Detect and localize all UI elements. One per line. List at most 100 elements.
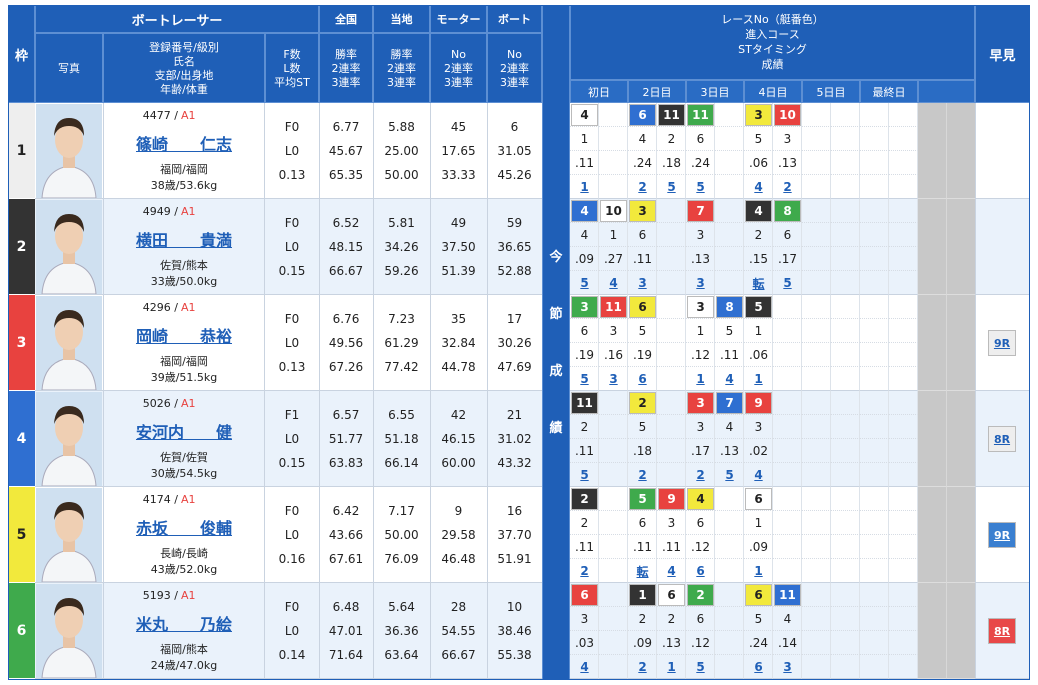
header-cell (570, 5, 975, 80)
rank[interactable]: 1 (696, 372, 705, 386)
quick-button[interactable]: 8R (988, 426, 1016, 452)
course: 1 (696, 324, 705, 338)
quick-button[interactable]: 8R (988, 618, 1016, 644)
grid-cell (715, 271, 744, 295)
day-cell (802, 80, 860, 103)
grid-cell (715, 511, 744, 535)
rank[interactable]: 5 (696, 660, 705, 674)
header-cell (430, 33, 487, 103)
racer-branch: 佐賀/佐賀 (160, 451, 208, 464)
frame-cell: 4 (8, 391, 35, 487)
rank[interactable]: 1 (754, 372, 763, 386)
grid-cell (744, 367, 773, 391)
rank[interactable]: 2 (580, 564, 589, 578)
rank[interactable]: 転 (636, 564, 649, 579)
grid-cell (831, 199, 860, 223)
header-text: 2連率 (387, 62, 416, 75)
st: .02 (748, 444, 769, 458)
rank[interactable]: 3 (638, 276, 647, 290)
current-text: 績 (549, 420, 563, 436)
rank[interactable]: 5 (580, 276, 589, 290)
rank[interactable]: 1 (667, 660, 676, 674)
rank[interactable]: 2 (638, 468, 647, 482)
rank[interactable]: 4 (754, 468, 763, 482)
grid-cell (773, 511, 802, 535)
rank[interactable]: 5 (580, 468, 589, 482)
fl-value: 0.15 (278, 264, 306, 278)
stat-value: 66.67 (441, 648, 476, 662)
rank[interactable]: 2 (638, 660, 647, 674)
fl-value: 0.16 (278, 552, 306, 566)
race-no: 5 (745, 296, 772, 318)
rank[interactable]: 3 (783, 660, 792, 674)
grid-cell (570, 151, 599, 175)
grid-cell (889, 199, 918, 223)
stat-value: 51.91 (497, 552, 532, 566)
grid-cell (657, 631, 686, 655)
header-text: 当地 (390, 13, 413, 26)
rank[interactable]: 4 (580, 660, 589, 674)
rank[interactable]: 5 (580, 372, 589, 386)
grid-cell (744, 607, 773, 631)
rank[interactable]: 転 (752, 276, 765, 291)
stat-value: 10 (506, 600, 523, 614)
racer-name[interactable]: 赤坂 俊輔 (135, 519, 232, 538)
rank[interactable]: 6 (638, 372, 647, 386)
course: 3 (754, 420, 763, 434)
racer-name[interactable]: 篠崎 仁志 (135, 135, 232, 154)
rank[interactable]: 4 (667, 564, 676, 578)
stat-cell (373, 199, 430, 295)
racer-id: 5026 / (142, 396, 178, 410)
rank[interactable]: 3 (609, 372, 618, 386)
rank[interactable]: 5 (783, 276, 792, 290)
rank[interactable]: 4 (725, 372, 734, 386)
grid-cell (802, 367, 831, 391)
grid-cell (860, 415, 889, 439)
rank[interactable]: 2 (696, 468, 705, 482)
grid-cell (715, 463, 744, 487)
grid-cell (599, 415, 628, 439)
st: .27 (603, 252, 624, 266)
rank[interactable]: 5 (696, 180, 705, 194)
rank[interactable]: 3 (696, 276, 705, 290)
header-text: 早見 (989, 48, 1016, 64)
fl-value: F0 (284, 312, 300, 326)
grid-cell (657, 607, 686, 631)
rank[interactable]: 6 (696, 564, 705, 578)
racer-age: 24歳/47.0kg (150, 659, 218, 672)
quick-button[interactable]: 9R (988, 522, 1016, 548)
grid-cell (686, 367, 715, 391)
race-no: 11 (687, 104, 714, 126)
fl-value: F1 (284, 408, 300, 422)
photo (36, 296, 102, 390)
grid-cell (657, 559, 686, 583)
course: 6 (696, 132, 705, 146)
grid-cell (773, 415, 802, 439)
race-no: 11 (571, 392, 598, 414)
rank[interactable]: 5 (725, 468, 734, 482)
rank[interactable]: 2 (783, 180, 792, 194)
stat-value: 71.64 (328, 648, 364, 662)
grey-cell (918, 199, 947, 295)
rank[interactable]: 1 (754, 564, 763, 578)
rank[interactable]: 4 (609, 276, 618, 290)
grid-cell (831, 463, 860, 487)
rank[interactable]: 5 (667, 180, 676, 194)
rank[interactable]: 1 (580, 180, 589, 194)
rank[interactable]: 4 (754, 180, 763, 194)
st: .09 (632, 636, 653, 650)
racer-name[interactable]: 安河内 健 (135, 423, 232, 442)
grid-cell (831, 175, 860, 199)
quick-button[interactable]: 9R (988, 330, 1016, 356)
racer-name[interactable]: 岡崎 恭裕 (135, 327, 232, 346)
grid-cell (889, 631, 918, 655)
stat-cell (319, 583, 373, 679)
rank[interactable]: 2 (638, 180, 647, 194)
grid-cell (657, 511, 686, 535)
stat-value: 5.88 (388, 120, 415, 134)
racer-name[interactable]: 横田 貴満 (135, 231, 232, 250)
st: .13 (719, 444, 740, 458)
racer-name[interactable]: 米丸 乃絵 (135, 615, 232, 634)
grid-cell (802, 511, 831, 535)
rank[interactable]: 6 (754, 660, 763, 674)
